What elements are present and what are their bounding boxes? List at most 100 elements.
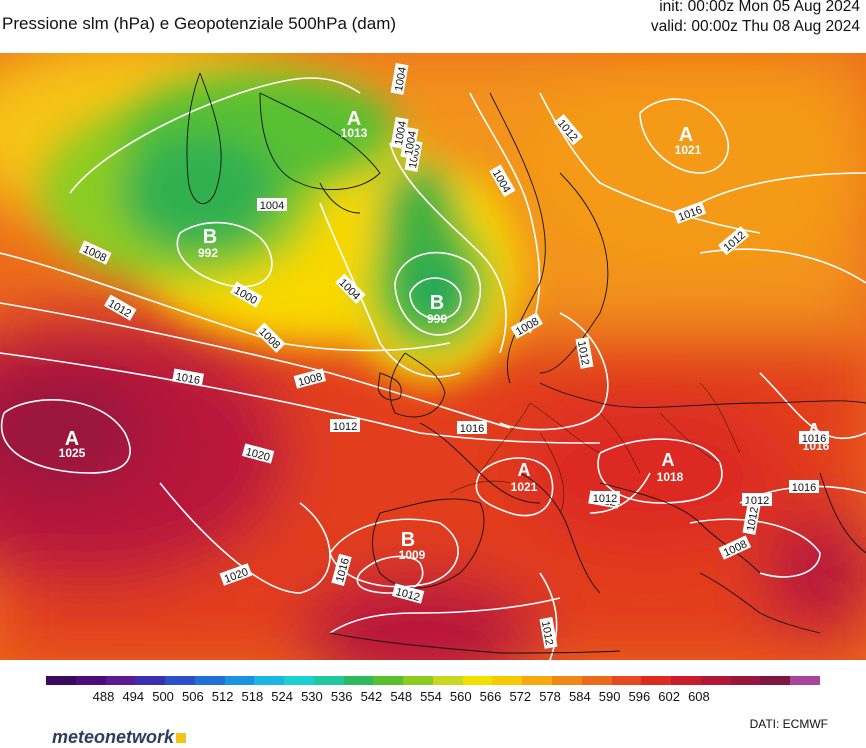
colorbar-swatch (462, 676, 493, 685)
colorbar-swatch (730, 676, 761, 685)
colorbar-tick-label: 572 (509, 689, 532, 704)
colorbar-tick-label: 542 (360, 689, 383, 704)
colorbar-swatch (671, 676, 701, 685)
svg-text:1016: 1016 (460, 423, 484, 435)
colorbar-tick-label: 584 (568, 689, 591, 704)
isobar-label: 1012 (539, 617, 558, 649)
colorbar-swatch (522, 676, 553, 685)
map-title: Pressione slm (hPa) e Geopotenziale 500h… (2, 14, 397, 33)
svg-text:1012: 1012 (333, 421, 357, 433)
colorbar (46, 676, 820, 685)
colorbar-swatch (432, 676, 463, 685)
colorbar-swatch (641, 676, 672, 685)
colorbar-swatch (313, 676, 344, 685)
colorbar-tick-label: 602 (658, 689, 680, 704)
colorbar-tick-label: 560 (449, 689, 472, 704)
isobar-label: 1016 (172, 368, 204, 387)
svg-text:990: 990 (427, 312, 447, 326)
colorbar-swatch (75, 676, 106, 685)
valid-time: valid: 00:00z Thu 08 Aug 2024 (650, 18, 860, 35)
svg-text:1009: 1009 (399, 548, 426, 562)
colorbar-swatch (135, 676, 166, 685)
colorbar-tick-label: 590 (598, 689, 621, 704)
colorbar-swatch (284, 676, 314, 685)
colorbar-tick-label: 524 (271, 689, 293, 704)
colorbar-swatch (552, 676, 582, 685)
svg-text:1004: 1004 (393, 66, 409, 92)
svg-text:1012: 1012 (575, 340, 591, 366)
colorbar-swatch (224, 676, 255, 685)
colorbar-swatch (611, 676, 642, 685)
colorbar-tick-label: 566 (479, 689, 502, 704)
svg-text:1018: 1018 (657, 470, 684, 484)
colorbar-swatch (581, 676, 612, 685)
svg-text:1021: 1021 (511, 480, 538, 494)
isobar-label: 1012 (330, 419, 360, 433)
svg-text:A: A (679, 124, 693, 146)
svg-text:1016: 1016 (802, 433, 826, 445)
isobar-label: 1012 (575, 337, 594, 369)
colorbar-swatch (194, 676, 225, 685)
colorbar-swatch (105, 676, 136, 685)
svg-text:1012: 1012 (745, 506, 761, 532)
svg-text:1021: 1021 (675, 143, 702, 157)
svg-text:1013: 1013 (341, 126, 368, 140)
colorbar-swatch (254, 676, 285, 685)
svg-text:B: B (203, 226, 217, 248)
geopotential-field (0, 53, 866, 660)
isobar-label: 1012 (590, 491, 620, 505)
svg-text:1012: 1012 (539, 620, 555, 646)
svg-text:A: A (518, 460, 531, 480)
isobar-label: 1004 (400, 127, 419, 159)
isobar-label: 1016 (799, 431, 829, 445)
isobar-label: 1004 (390, 63, 409, 95)
colorbar-tick-label: 518 (241, 689, 264, 704)
svg-text:A: A (65, 428, 79, 450)
colorbar-tick-label: 512 (211, 689, 234, 704)
colorbar-swatch (492, 676, 523, 685)
coastlines (186, 72, 866, 654)
svg-text:B: B (430, 292, 444, 314)
colorbar-tick-label: 488 (92, 689, 115, 704)
colorbar-tick-label: 548 (390, 689, 413, 704)
svg-text:A: A (662, 450, 675, 470)
svg-text:1016: 1016 (792, 482, 816, 494)
colorbar-ticks: 488 494 500 506 512 518 524 530 536 542 548 554 560 5… (46, 689, 820, 705)
colorbar-swatch (46, 676, 76, 685)
colorbar-swatch (373, 676, 404, 685)
meteonetwork-logo: meteonetwork (52, 727, 187, 748)
svg-text:1025: 1025 (59, 446, 86, 460)
colorbar-tick-label: 536 (330, 689, 353, 704)
isobar-label: 1016 (789, 480, 819, 494)
colorbar-tick-label: 596 (628, 689, 651, 704)
colorbar-swatch (790, 676, 820, 685)
svg-text:992: 992 (198, 246, 218, 260)
colorbar-tick-label: 608 (688, 689, 710, 704)
colorbar-swatch (403, 676, 433, 685)
colorbar-tick-label: 506 (181, 689, 204, 704)
colorbar-tick-label: 494 (122, 689, 145, 704)
colorbar-swatch (165, 676, 195, 685)
data-source: DATI: ECMWF (749, 717, 828, 731)
init-time: init: 00:00z Mon 05 Aug 2024 (659, 0, 860, 15)
colorbar-tick-label: 554 (420, 689, 442, 704)
colorbar-tick-label: 530 (301, 689, 323, 704)
colorbar-swatch (343, 676, 374, 685)
svg-text:1004: 1004 (403, 130, 419, 156)
trough-field (40, 73, 520, 383)
isobar-label: 1016 (457, 421, 487, 435)
svg-text:B: B (401, 529, 415, 551)
isobar-label: 1012 (742, 503, 761, 535)
colorbar-swatch (700, 676, 731, 685)
colorbar-tick-label: 578 (539, 689, 561, 704)
isobar-label: 1004 (257, 198, 287, 212)
colorbar-swatch (760, 676, 791, 685)
